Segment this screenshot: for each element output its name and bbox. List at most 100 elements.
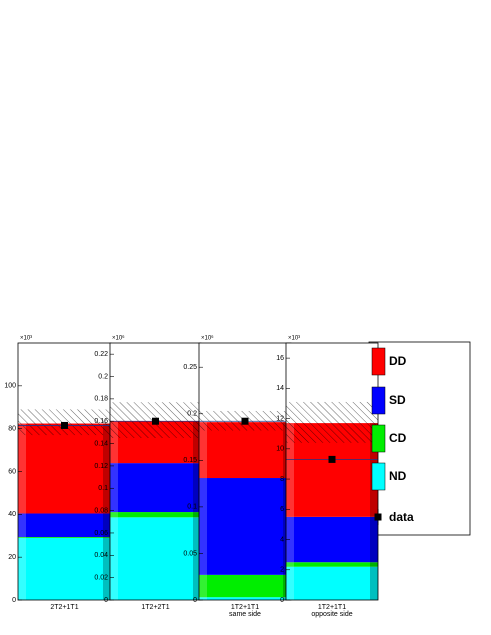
- bar-segment: [18, 537, 111, 538]
- legend-marker: [374, 513, 382, 521]
- shade: [199, 422, 207, 479]
- y-tick-label: 0.15: [183, 457, 197, 464]
- bar-segment: [286, 566, 378, 600]
- shade: [199, 597, 207, 600]
- y-multiplier: ×10³: [288, 336, 300, 342]
- bar-segment: [18, 423, 111, 514]
- legend-swatch: [371, 424, 386, 453]
- legend-label: CD: [389, 431, 407, 445]
- y-tick-label: 0.05: [183, 550, 197, 557]
- y-tick-label: 0: [104, 597, 108, 604]
- shade: [370, 566, 378, 600]
- y-tick-label: 14: [276, 385, 284, 392]
- shade: [110, 463, 118, 513]
- y-tick-label: 0.16: [94, 418, 108, 425]
- y-multiplier: ×10³: [20, 336, 32, 342]
- y-tick-label: 0: [12, 597, 16, 604]
- y-tick-label: 0.08: [94, 507, 108, 514]
- legend-box: [368, 341, 471, 536]
- bar-segment: [286, 562, 378, 567]
- bar-segment: [18, 537, 111, 600]
- legend-label: DD: [389, 354, 407, 368]
- bar-segment: [110, 463, 201, 513]
- shade: [193, 421, 201, 464]
- data-point: [241, 417, 249, 425]
- bar-segment: [110, 512, 201, 518]
- y-multiplier: ×10⁶: [201, 335, 214, 342]
- bar-segment: [286, 516, 378, 563]
- x-tick-label: 1T2+1T1: [318, 604, 346, 611]
- y-tick-label: 0.14: [94, 440, 108, 447]
- shade: [18, 513, 26, 538]
- legend-label: SD: [389, 393, 406, 407]
- legend-label: ND: [389, 469, 407, 483]
- bar-segment: [199, 478, 291, 575]
- legend-swatch: [371, 386, 386, 415]
- legend-swatch: [371, 347, 386, 376]
- y-tick-label: 0.2: [98, 373, 108, 380]
- shade: [18, 537, 26, 600]
- shade: [286, 423, 294, 517]
- y-tick-label: 0.02: [94, 574, 108, 581]
- x-label: same side: [229, 611, 261, 618]
- error-band: [286, 401, 378, 443]
- shade: [370, 562, 378, 567]
- y-tick-label: 0: [193, 597, 197, 604]
- y-tick-label: 4: [280, 536, 284, 543]
- y-multiplier: ×10⁶: [112, 335, 125, 342]
- shade: [18, 537, 26, 538]
- y-tick-label: 60: [8, 468, 16, 475]
- y-tick-label: 0.04: [94, 552, 108, 559]
- shade: [103, 537, 111, 538]
- bar-segment: [110, 517, 201, 600]
- y-tick-label: 80: [8, 426, 16, 433]
- shade: [370, 516, 378, 563]
- shade: [110, 512, 118, 518]
- shade: [286, 566, 294, 600]
- y-tick-label: 6: [280, 506, 284, 513]
- y-tick-label: 0.18: [94, 396, 108, 403]
- shade: [103, 423, 111, 514]
- data-point: [328, 455, 336, 463]
- shade: [286, 562, 294, 567]
- y-tick-label: 2: [280, 567, 284, 574]
- y-tick-label: 0.1: [98, 485, 108, 492]
- shade: [103, 537, 111, 600]
- y-tick-label: 0.1: [187, 504, 197, 511]
- bar-segment: [199, 422, 291, 479]
- legend-label: data: [389, 510, 414, 524]
- x-tick-label: 1T2+2T1: [141, 604, 169, 611]
- bar-segment: [18, 513, 111, 538]
- y-tick-label: 0.2: [187, 411, 197, 418]
- data-point: [61, 421, 68, 429]
- x-label: opposite side: [311, 611, 352, 618]
- y-tick-label: 0.25: [183, 364, 197, 371]
- y-tick-label: 12: [276, 415, 284, 422]
- y-tick-label: 8: [280, 476, 284, 483]
- shade: [193, 517, 201, 600]
- bar-segment: [199, 597, 291, 600]
- bar-segment: [199, 574, 291, 598]
- legend-swatch: [371, 462, 386, 491]
- shade: [199, 478, 207, 575]
- y-tick-label: 0.12: [94, 463, 108, 470]
- y-tick-label: 16: [276, 355, 284, 362]
- shade: [193, 463, 201, 513]
- y-tick-label: 20: [8, 554, 16, 561]
- shade: [199, 574, 207, 598]
- data-point: [152, 417, 159, 425]
- x-tick-label: 1T2+1T1: [231, 604, 259, 611]
- y-tick-label: 0.06: [94, 530, 108, 537]
- shade: [103, 513, 111, 538]
- y-tick-label: 10: [276, 446, 284, 453]
- y-tick-label: 0: [280, 597, 284, 604]
- shade: [110, 421, 118, 464]
- shade: [18, 423, 26, 514]
- y-tick-label: 40: [8, 511, 16, 518]
- shade: [110, 517, 118, 600]
- y-tick-label: 0.22: [94, 351, 108, 358]
- y-tick-label: 100: [4, 383, 16, 390]
- x-tick-label: 2T2+1T1: [50, 604, 78, 611]
